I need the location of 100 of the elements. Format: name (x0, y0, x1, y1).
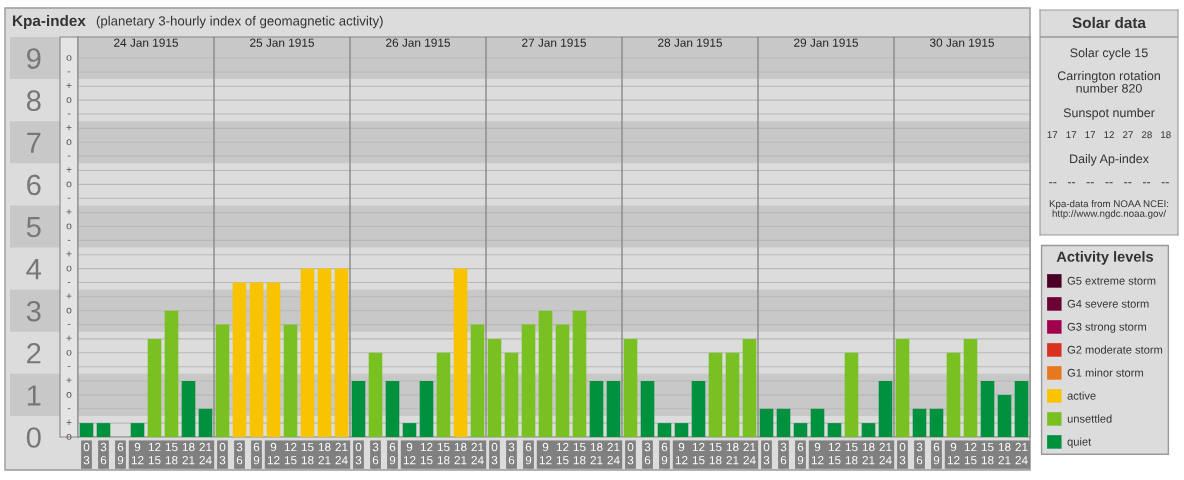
x-tick-label: 21 24 (335, 442, 348, 465)
x-tick-label: 15 18 (301, 442, 314, 465)
bar (487, 338, 502, 437)
bar (895, 338, 910, 437)
y-tick-label: 1 (27, 385, 41, 406)
text: o (66, 349, 72, 356)
y-tick-label: 8 (26, 90, 41, 112)
bar (266, 282, 281, 437)
bar (300, 268, 315, 437)
x-tick-label: 0 3 (763, 442, 770, 465)
bar (827, 423, 842, 437)
bar (691, 381, 706, 437)
text: + (66, 377, 72, 383)
bar (606, 381, 621, 437)
x-tick-label: 3 6 (644, 442, 651, 465)
text: o (66, 139, 72, 146)
legend-label: active (1067, 391, 1096, 400)
x-tick-label: 3 6 (372, 442, 379, 465)
text: - (67, 239, 71, 241)
text: Carrington rotation number 820 (1057, 71, 1160, 93)
bar (79, 423, 94, 437)
text: -- -- -- -- -- -- -- (1049, 182, 1169, 184)
x-tick-label: 18 21 (590, 442, 603, 465)
bar (368, 352, 383, 437)
x-tick-label: 3 6 (780, 442, 787, 465)
x-tick-label: 9 12 (811, 442, 824, 465)
text: - (67, 366, 71, 368)
bar (198, 408, 213, 437)
text: + (66, 209, 72, 215)
annotation: 27 Jan 1915 (522, 38, 586, 47)
bar (589, 381, 604, 437)
text: + (66, 293, 72, 299)
x-tick-label: 9 12 (539, 442, 552, 465)
bar (453, 268, 468, 437)
text: Sunspot number (1063, 108, 1155, 120)
y-tick-label: 7 (27, 132, 41, 153)
bar (657, 423, 672, 437)
bar (385, 381, 400, 437)
text: - (67, 113, 71, 115)
text: - (67, 197, 71, 199)
text: Solar data (1072, 16, 1147, 29)
bar (844, 352, 859, 437)
x-tick-label: 21 24 (743, 442, 756, 465)
x-tick-label: 3 6 (236, 442, 243, 465)
chart-title: Kpa-index (13, 14, 86, 30)
bar (130, 423, 145, 437)
text: + (66, 251, 72, 257)
bar (470, 324, 485, 437)
y-tick-label: 4 (26, 259, 42, 280)
text: + (66, 125, 72, 131)
bar (674, 423, 689, 437)
text: Kpa-data from NOAA NCEI: http://www.ngdc.noaa.gov/ (1049, 200, 1169, 219)
x-tick-label: 12 15 (964, 442, 977, 465)
bar (963, 338, 978, 437)
text: + (66, 419, 72, 425)
bar (946, 352, 961, 437)
bar (572, 310, 587, 437)
bar (538, 310, 553, 437)
bar (317, 268, 332, 437)
y-tick-label: 5 (26, 216, 41, 238)
text: o (66, 223, 72, 230)
legend-label: G1 minor storm (1067, 368, 1143, 377)
x-tick-label: 21 24 (1015, 442, 1028, 465)
bar (640, 381, 655, 437)
bar (147, 338, 162, 437)
x-tick-label: 18 21 (862, 442, 875, 465)
bar (878, 381, 893, 437)
x-tick-label: 3 6 (508, 442, 515, 465)
x-tick-label: 18 21 (182, 442, 195, 465)
bar (419, 381, 434, 437)
bar (96, 423, 111, 437)
x-tick-label: 15 18 (981, 442, 994, 465)
x-tick-label: 6 9 (253, 442, 260, 465)
bar (793, 423, 808, 437)
bar (351, 381, 366, 437)
text: - (67, 408, 71, 410)
x-tick-label: 0 3 (355, 442, 362, 465)
bar (249, 282, 264, 437)
x-tick-label: 9 12 (267, 442, 280, 465)
bar (521, 324, 536, 437)
legend-title: Activity levels (1056, 251, 1154, 265)
bar (997, 394, 1012, 437)
text: o (66, 434, 72, 440)
x-tick-label: 21 24 (199, 442, 212, 465)
x-tick-label: 6 9 (389, 442, 396, 465)
x-tick-label: 6 9 (525, 442, 532, 465)
bar (504, 352, 519, 437)
annotation: 29 Jan 1915 (794, 38, 858, 47)
legend-label: G2 moderate storm (1067, 345, 1163, 354)
bar (436, 352, 451, 437)
y-tick-label: 3 (26, 300, 41, 322)
text: o (66, 265, 72, 272)
annotation: 30 Jan 1915 (929, 38, 994, 47)
x-tick-label: 15 18 (165, 442, 178, 465)
bar (334, 268, 349, 437)
x-tick-label: 6 9 (933, 442, 940, 465)
text: + (66, 167, 72, 173)
x-tick-label: 0 3 (83, 442, 90, 465)
x-tick-label: 0 3 (899, 442, 906, 465)
annotation: 26 Jan 1915 (386, 38, 450, 47)
